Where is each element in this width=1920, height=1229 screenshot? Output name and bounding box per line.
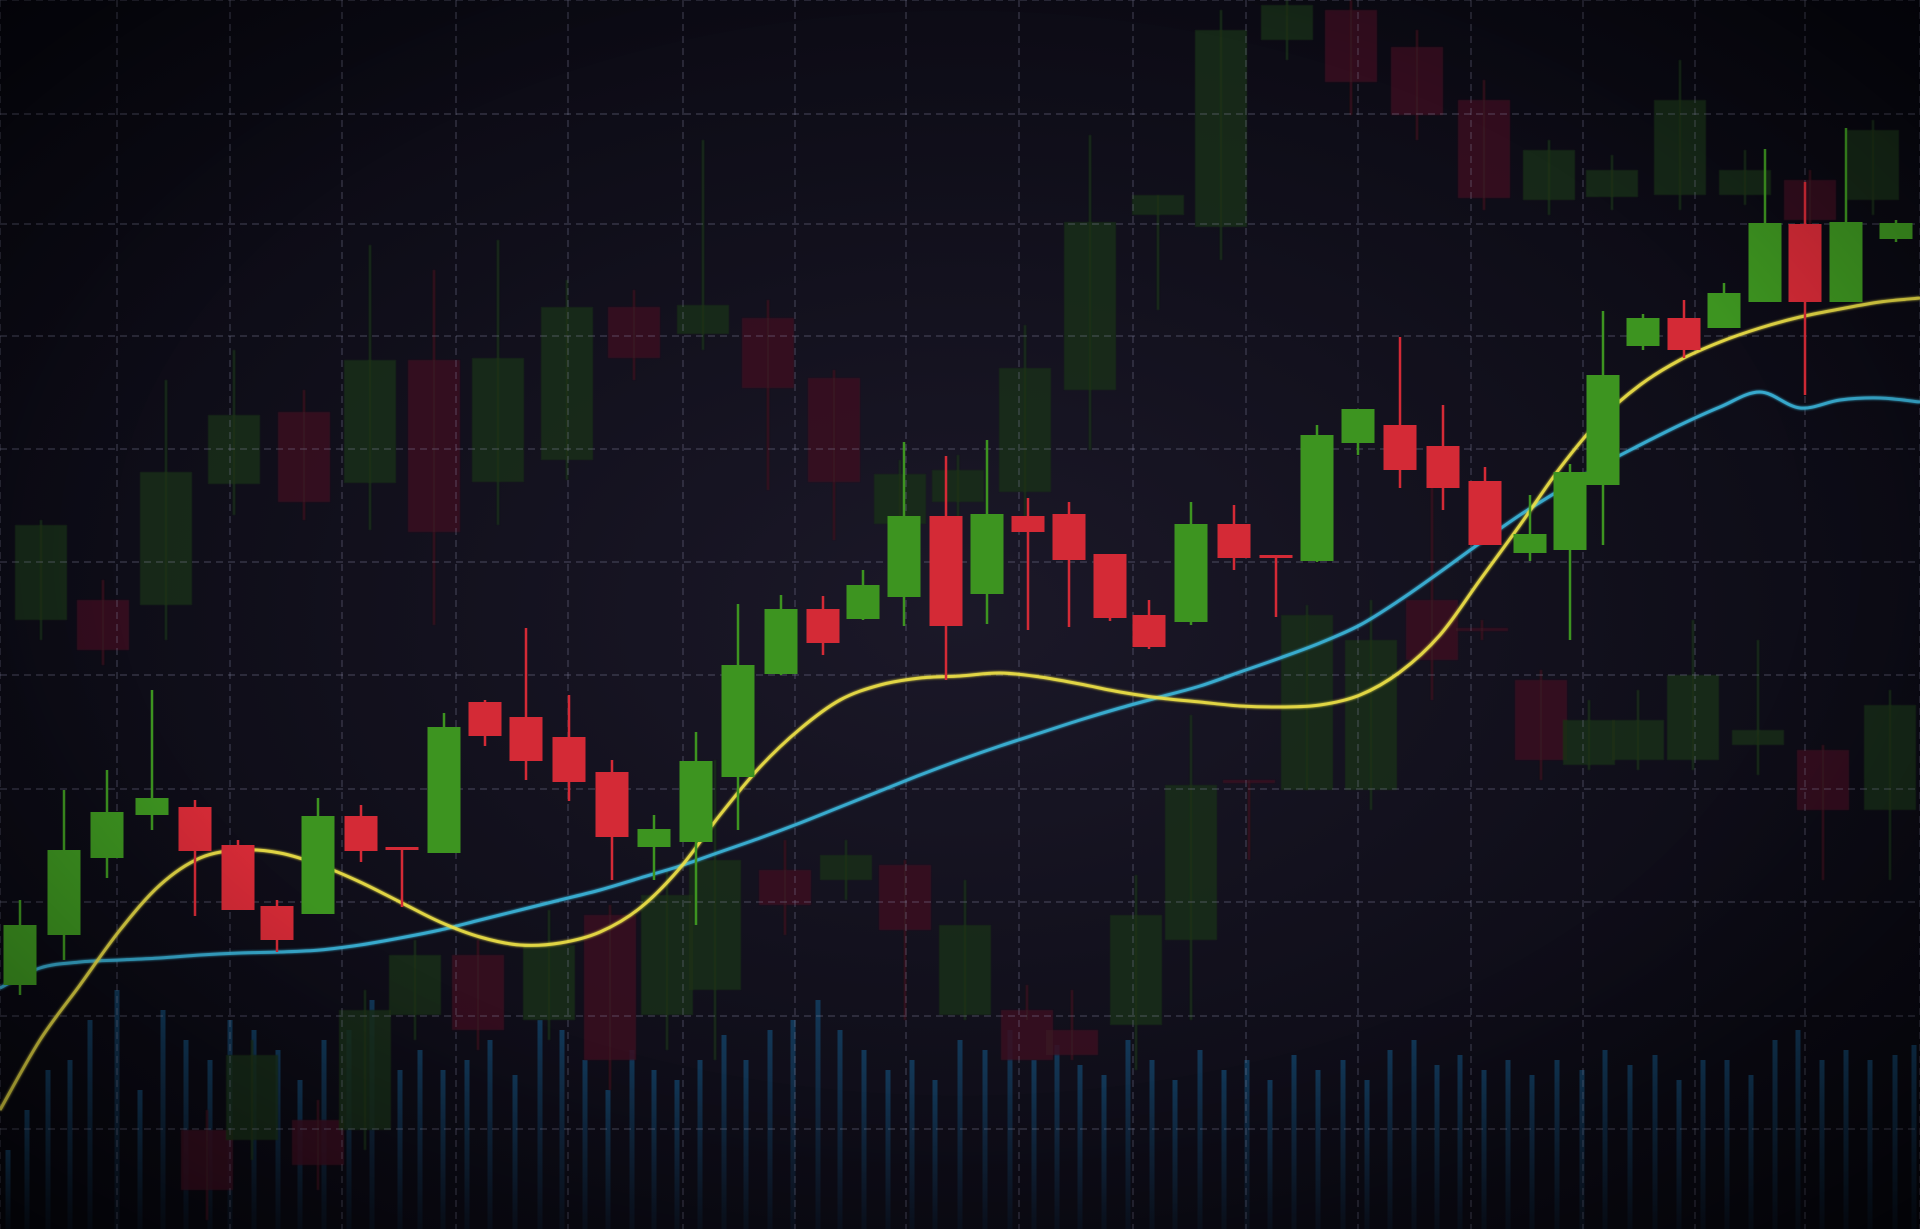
- vignette-overlay: [0, 0, 1920, 1229]
- trading-chart: [0, 0, 1920, 1229]
- candlestick-chart-svg: [0, 0, 1920, 1229]
